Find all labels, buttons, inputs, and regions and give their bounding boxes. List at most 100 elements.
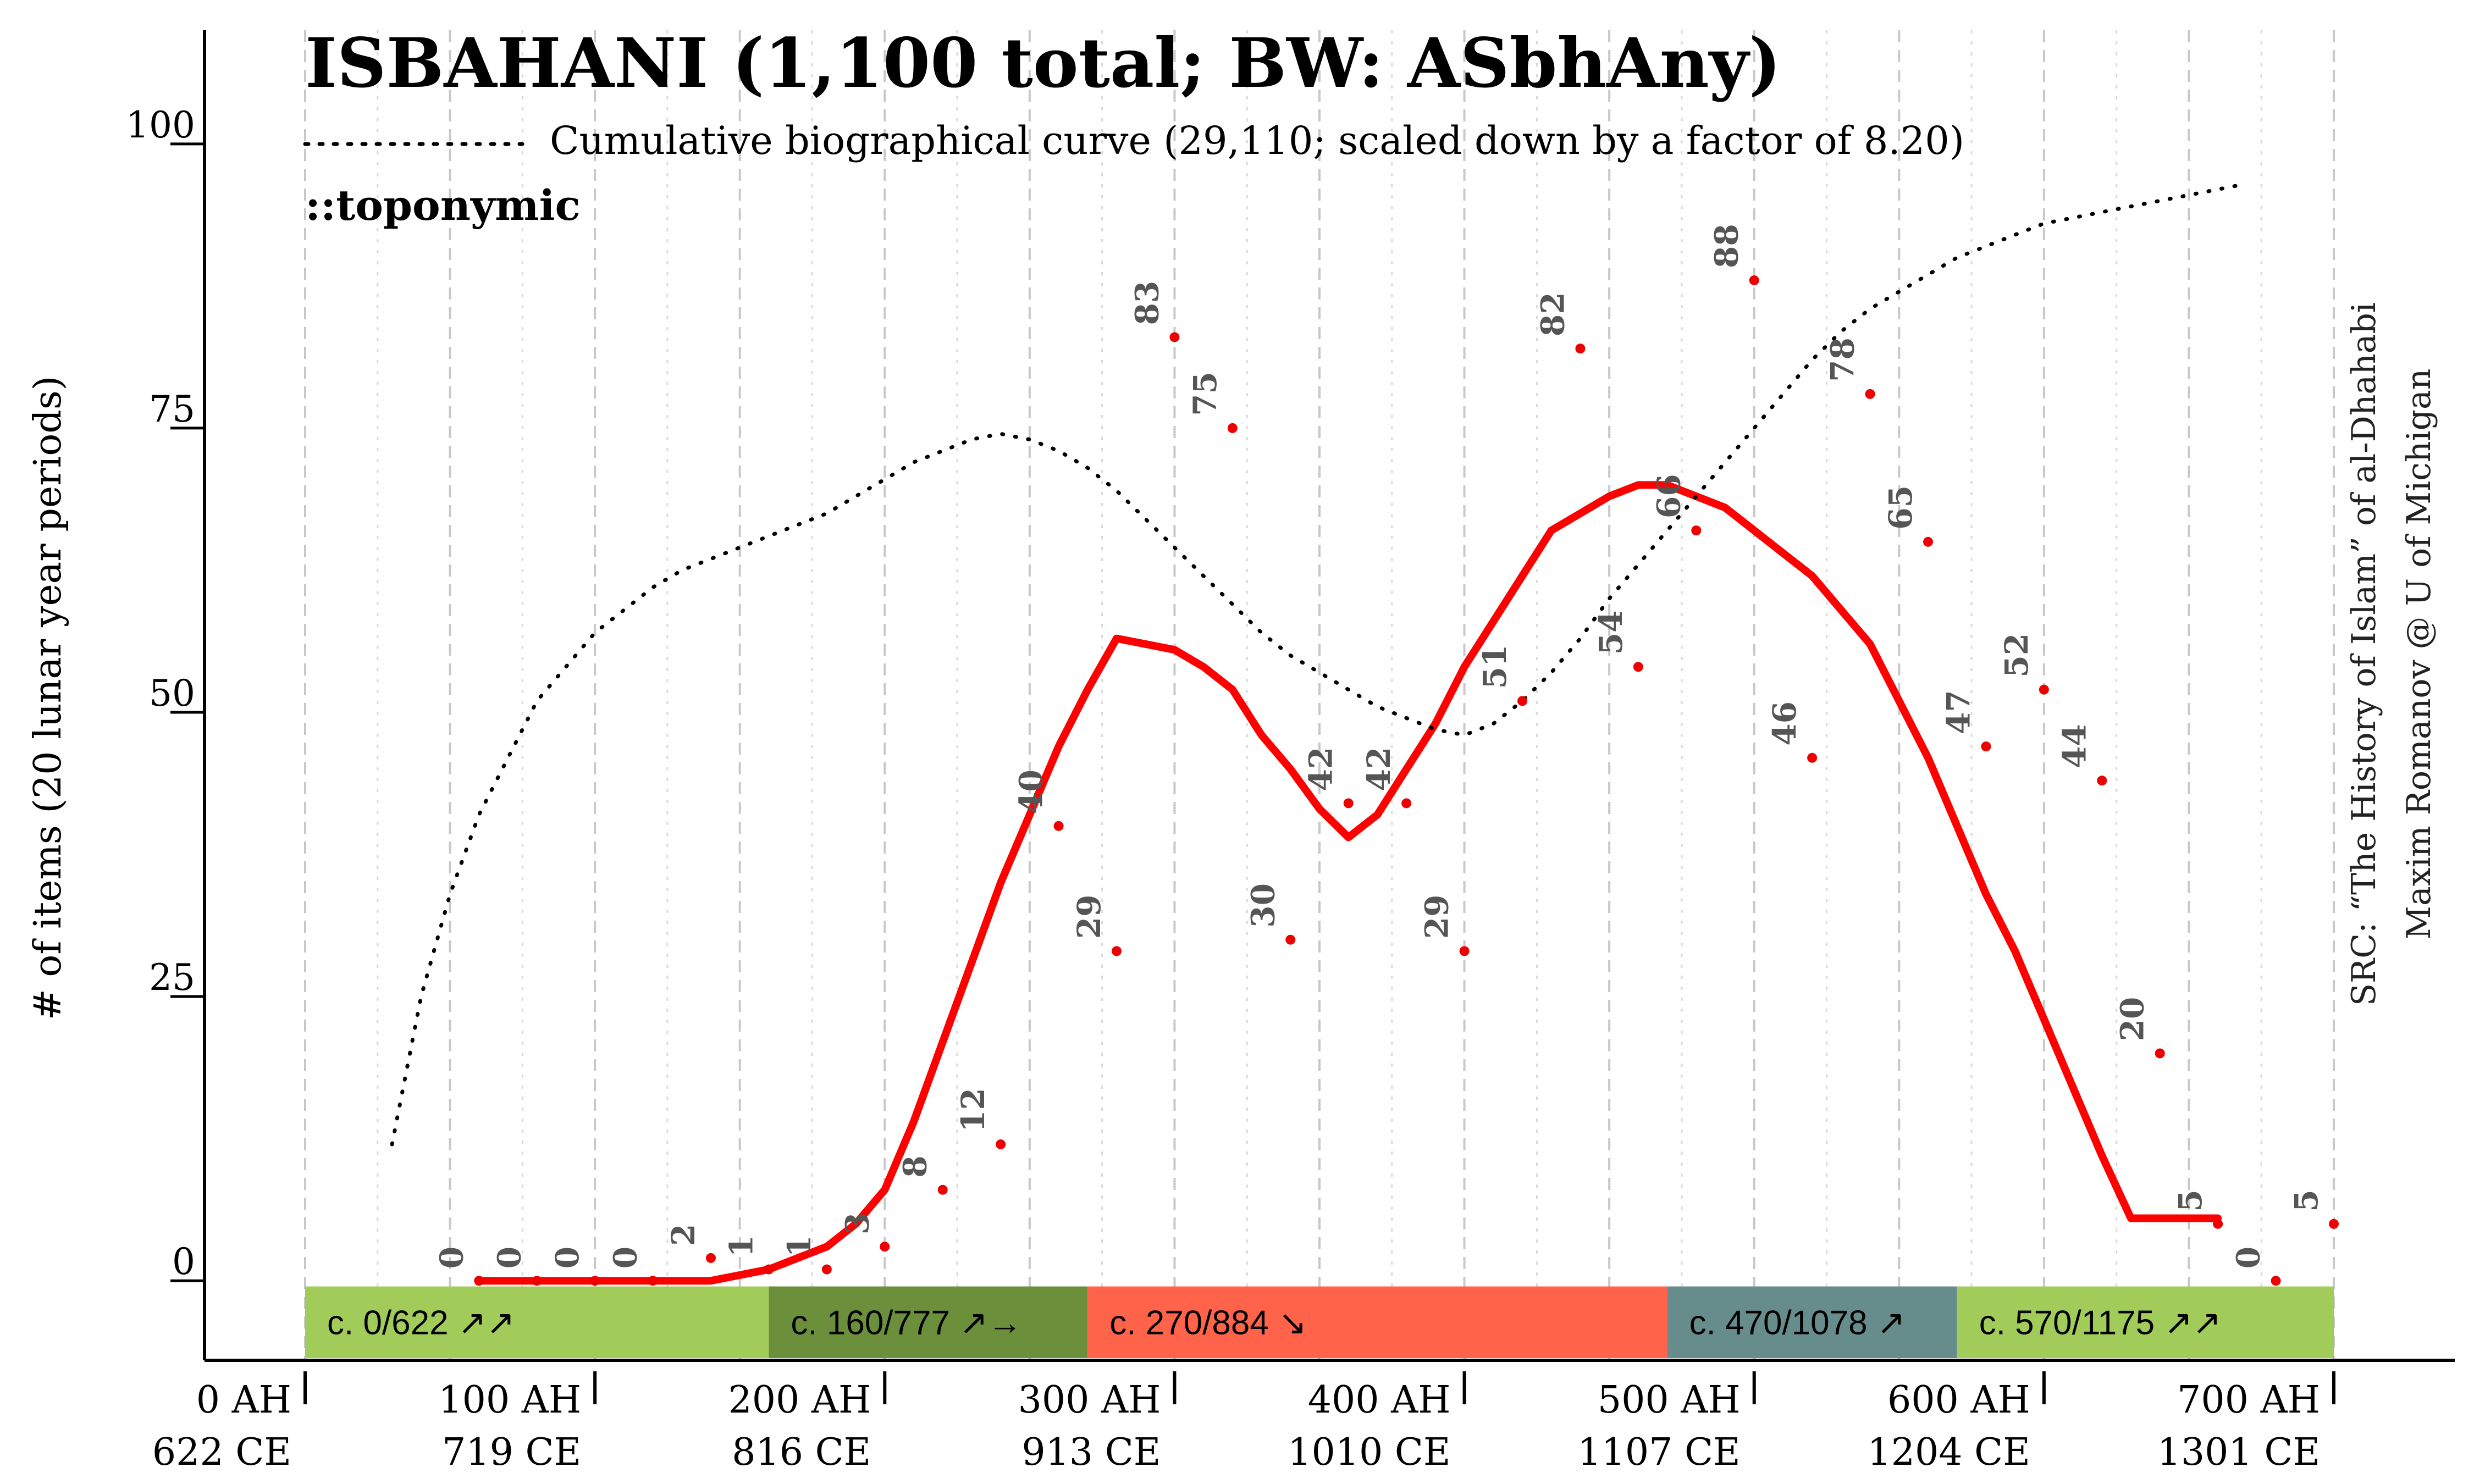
legend-cumulative-label: Cumulative biographical curve (29,110; s… xyxy=(550,118,1964,163)
data-point xyxy=(821,1264,832,1275)
y-tick-label: 100 xyxy=(126,104,195,146)
data-point-label: 65 xyxy=(1882,485,1919,530)
y-axis-label: # of items (20 lunar year periods) xyxy=(26,376,70,1021)
data-point-label: 5 xyxy=(2172,1189,2209,1211)
data-point xyxy=(2213,1219,2223,1229)
data-point xyxy=(1923,536,1933,547)
data-point-label: 12 xyxy=(954,1088,992,1132)
data-point xyxy=(1575,344,1586,354)
data-point xyxy=(1865,389,1875,399)
data-point xyxy=(474,1276,484,1286)
period-band xyxy=(1087,1286,1667,1358)
data-point xyxy=(1981,741,1991,752)
x-tick-label-ce: 913 CE xyxy=(1021,1431,1161,1474)
data-point xyxy=(1633,662,1643,672)
x-tick-label-ah: 700 AH xyxy=(2177,1378,2320,1422)
data-point-label: 0 xyxy=(549,1247,586,1269)
data-point xyxy=(937,1184,948,1195)
period-band xyxy=(1667,1286,1957,1358)
data-point-label: 30 xyxy=(1244,883,1282,928)
data-point-label: 1 xyxy=(722,1235,760,1257)
data-point-label: 82 xyxy=(1534,292,1571,336)
data-point xyxy=(996,1139,1006,1150)
x-tick-label-ah: 200 AH xyxy=(728,1378,871,1422)
x-tick-label-ah: 500 AH xyxy=(1598,1378,1741,1422)
data-point xyxy=(532,1276,542,1286)
data-point-label: 78 xyxy=(1824,337,1862,382)
x-tick-label-ce: 1204 CE xyxy=(1868,1431,2030,1474)
data-point xyxy=(1401,798,1412,809)
data-point-label: 3 xyxy=(838,1212,876,1234)
data-point xyxy=(590,1276,600,1286)
period-label: c. 0/622 ↗↗ xyxy=(327,1304,515,1342)
data-point-label: 0 xyxy=(607,1247,644,1269)
data-point xyxy=(2271,1276,2281,1286)
data-point xyxy=(1112,946,1122,956)
data-point xyxy=(1691,525,1702,536)
data-point xyxy=(1227,423,1238,433)
data-point xyxy=(1459,946,1470,956)
data-point xyxy=(1343,798,1354,809)
data-point xyxy=(880,1242,890,1252)
period-band xyxy=(1957,1286,2334,1358)
data-point-label: 5 xyxy=(2288,1189,2325,1211)
data-point xyxy=(2329,1219,2339,1229)
y-tick-label: 0 xyxy=(172,1241,195,1283)
period-band xyxy=(769,1286,1088,1358)
data-point-label: 44 xyxy=(2056,724,2093,768)
data-point-label: 40 xyxy=(1013,769,1050,814)
data-point-label: 0 xyxy=(433,1247,470,1269)
data-point xyxy=(1285,934,1296,945)
data-point-label: 51 xyxy=(1476,645,1514,689)
period-band xyxy=(305,1286,769,1358)
data-point-label: 0 xyxy=(2230,1247,2267,1269)
period-bands: c. 0/622 ↗↗ c. 160/777 ↗→ c. 270/884 ↘ c. 4… xyxy=(305,1286,2334,1358)
source-line-2: Maxim Romanov @ U of Michigan xyxy=(2400,369,2438,940)
chart-tag: ::toponymic xyxy=(305,181,581,230)
data-point-label: 47 xyxy=(1940,690,1977,734)
grid xyxy=(304,30,2335,1360)
source-line-1: SRC: “The History of Islam” of al-Dhahab… xyxy=(2345,302,2383,1006)
x-tick-label-ah: 400 AH xyxy=(1308,1378,1451,1422)
data-point-label: 88 xyxy=(1708,224,1746,268)
x-tick-label-ce: 1010 CE xyxy=(1288,1431,1450,1474)
data-point xyxy=(2155,1048,2165,1059)
period-label: c. 160/777 ↗→ xyxy=(791,1304,1022,1342)
x-tick-label-ah: 300 AH xyxy=(1018,1378,1161,1422)
data-point-label: 52 xyxy=(1998,633,2035,678)
data-point-label: 54 xyxy=(1592,611,1630,655)
data-point-label: 83 xyxy=(1128,281,1166,325)
data-point-label: 42 xyxy=(1302,747,1340,791)
x-tick-label-ce: 816 CE xyxy=(732,1431,871,1474)
series-lines xyxy=(390,181,2249,1285)
data-point-label: 29 xyxy=(1418,895,1456,939)
data-point-label: 20 xyxy=(2114,997,2151,1042)
data-point-label: 75 xyxy=(1186,372,1224,416)
x-tick-label-ah: 0 AH xyxy=(196,1378,291,1422)
data-point xyxy=(1807,752,1818,763)
x-tick-label-ce: 1107 CE xyxy=(1577,1431,1740,1474)
data-point-label: 2 xyxy=(665,1223,702,1245)
cumulative-curve-line xyxy=(390,181,2249,1147)
data-point xyxy=(2039,684,2049,695)
x-tick-label-ce: 622 CE xyxy=(152,1431,291,1474)
smoothed-count-line xyxy=(475,481,2222,1285)
period-label: c. 270/884 ↘ xyxy=(1109,1304,1307,1342)
data-point-label: 46 xyxy=(1766,701,1803,746)
x-tick-label-ce: 1301 CE xyxy=(2157,1431,2320,1474)
data-point xyxy=(1053,821,1064,831)
data-point-label: 66 xyxy=(1650,474,1687,518)
data-point xyxy=(2097,776,2107,786)
y-tick-label: 25 xyxy=(149,956,195,999)
data-point-label: 8 xyxy=(897,1155,934,1177)
data-point xyxy=(1749,275,1759,286)
data-point-label: 0 xyxy=(491,1247,528,1269)
data-point xyxy=(706,1253,716,1263)
x-tick-label-ah: 600 AH xyxy=(1887,1378,2030,1422)
x-tick-label-ah: 100 AH xyxy=(438,1378,581,1422)
y-tick-label: 75 xyxy=(149,388,195,430)
